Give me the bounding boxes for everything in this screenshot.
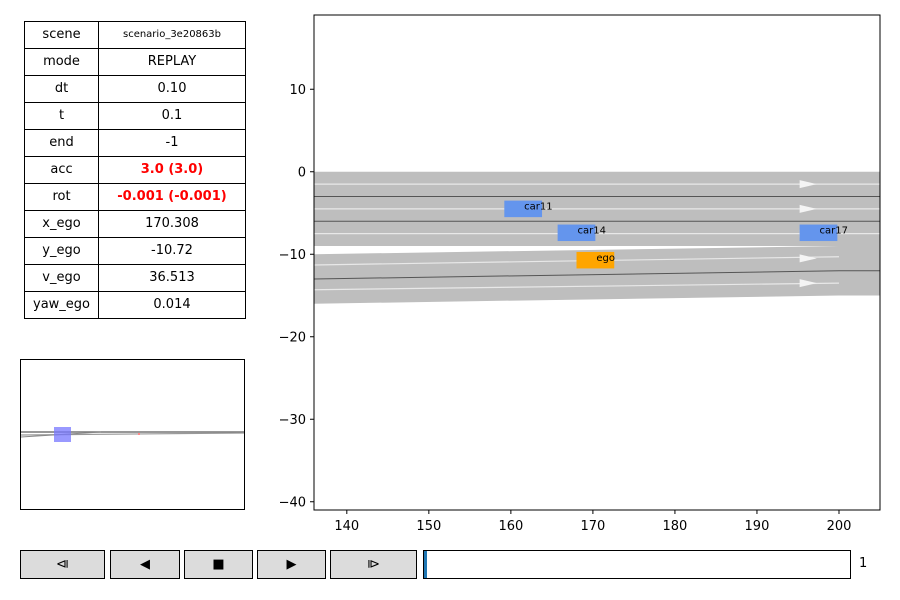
lane-direction-arrow [799, 180, 817, 189]
info-key: v_ego [24, 264, 99, 292]
minimap [20, 359, 245, 510]
x-tick-label: 160 [498, 519, 523, 534]
y-axis-ticks: 10 0 −10 −20 −30 −40 [279, 83, 314, 510]
vehicle-label: car17 [819, 226, 847, 237]
stop-button[interactable]: ■ [184, 550, 253, 579]
y-tick-label: −40 [279, 495, 306, 510]
y-tick-label: −20 [279, 330, 306, 345]
slider-fill[interactable] [424, 551, 427, 578]
vehicle-label: car14 [577, 226, 605, 237]
info-row-y-ego: y_ego -10.72 [24, 237, 246, 265]
vehicle-label: car11 [524, 202, 552, 213]
play-button[interactable]: ▶ [257, 550, 326, 579]
info-value: scenario_3e20863b [98, 21, 246, 49]
slider-value: 1 [859, 556, 868, 571]
minimap-canvas [21, 427, 244, 442]
info-key: t [24, 102, 99, 130]
vehicle-car17 [799, 224, 838, 242]
step-forward-icon: ⧐ [367, 557, 380, 572]
play-reverse-button[interactable]: ◀ [110, 550, 180, 579]
y-tick-label: 10 [289, 83, 306, 98]
lane-centerline [313, 282, 839, 291]
info-row-t: t 0.1 [24, 102, 246, 130]
stop-icon: ■ [212, 557, 225, 572]
info-key: x_ego [24, 210, 99, 238]
y-tick-label: 0 [298, 165, 306, 180]
x-tick-label: 140 [334, 519, 359, 534]
play-reverse-icon: ◀ [140, 557, 150, 572]
x-axis-ticks: 140 150 160 170 180 190 200 [334, 510, 851, 534]
vehicle-layer: car11 car14 ego car17 [504, 200, 848, 269]
x-tick-label: 150 [416, 519, 441, 534]
vehicle-car11 [504, 200, 543, 218]
step-back-icon: ⧏ [56, 557, 69, 572]
minimap-ego-marker [54, 427, 71, 442]
info-key: dt [24, 75, 99, 103]
info-row-x-ego: x_ego 170.308 [24, 210, 246, 238]
lane-direction-arrow [799, 204, 817, 213]
vehicle-car14 [557, 224, 596, 242]
info-key: yaw_ego [24, 291, 99, 319]
road-layer [313, 171, 880, 304]
info-key: scene [24, 21, 99, 49]
step-back-button[interactable]: ⧏ [20, 550, 105, 579]
x-tick-label: 180 [663, 519, 688, 534]
info-key: acc [24, 156, 99, 184]
info-table: scene scenario_3e20863b mode REPLAY dt 0.10 t 0… [24, 21, 246, 319]
info-row-end: end -1 [24, 129, 246, 157]
lane-direction-arrow [799, 254, 817, 263]
y-tick-label: −30 [279, 413, 306, 428]
minimap-red-dot [138, 433, 140, 435]
x-tick-label: 200 [827, 519, 852, 534]
lane-divider [313, 270, 839, 280]
time-slider[interactable] [423, 550, 851, 579]
info-key: y_ego [24, 237, 99, 265]
info-value: 0.014 [98, 291, 246, 319]
step-forward-button[interactable]: ⧐ [330, 550, 417, 579]
lane-direction-arrow [799, 279, 817, 288]
info-value: -0.001 (-0.001) [98, 183, 246, 211]
info-row-dt: dt 0.10 [24, 75, 246, 103]
y-tick-label: −10 [279, 248, 306, 263]
play-icon: ▶ [286, 557, 297, 572]
info-row-yaw-ego: yaw_ego 0.014 [24, 291, 246, 319]
info-row-v-ego: v_ego 36.513 [24, 264, 246, 292]
x-tick-label: 170 [580, 519, 605, 534]
vehicle-ego [576, 251, 615, 269]
x-tick-label: 190 [745, 519, 770, 534]
info-row-scene: scene scenario_3e20863b [24, 21, 246, 49]
vehicle-label: ego [596, 253, 615, 264]
